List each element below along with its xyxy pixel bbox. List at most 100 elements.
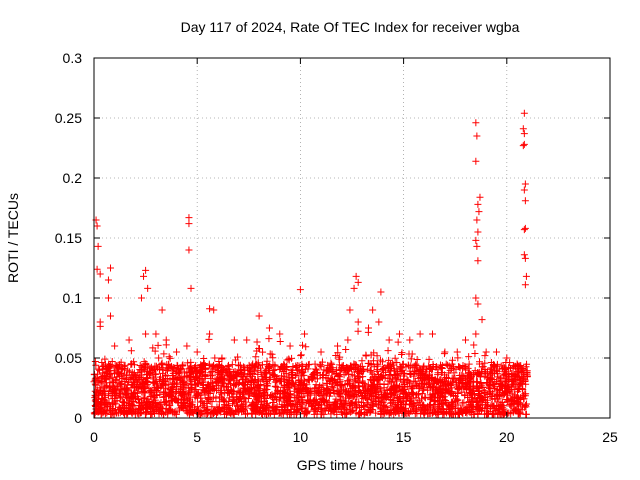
data-point [369,357,377,365]
data-point [179,361,187,369]
data-point [158,380,166,388]
data-point [458,399,466,407]
data-point [358,357,366,365]
data-point [413,362,421,370]
data-point [404,377,412,385]
data-point [230,410,238,418]
data-point-peak [317,348,325,356]
data-point [156,373,164,381]
data-point [162,408,170,416]
data-point-outlier [93,265,101,273]
data-point [327,359,335,367]
data-point [256,387,264,395]
data-point [465,369,473,377]
data-point [437,407,445,415]
data-point [116,394,124,402]
chart-title: Day 117 of 2024, Rate Of TEC Index for r… [181,19,520,35]
data-point [420,380,428,388]
data-point [262,404,270,412]
data-point [255,409,263,417]
data-point [130,378,138,386]
data-point [179,379,187,387]
data-point [265,364,273,372]
data-point-outlier [473,216,481,224]
data-point [313,366,321,374]
grid-lines [94,58,610,418]
y-axis-label: ROTI / TECUs [5,193,21,283]
data-point [125,368,133,376]
data-point [162,397,170,405]
data-point [502,382,510,390]
data-point [285,393,293,401]
data-point [354,388,362,396]
data-point-outlier [472,294,480,302]
data-point [333,410,341,418]
data-point [263,399,271,407]
data-point [320,396,328,404]
data-point [232,381,240,389]
data-point [260,404,268,412]
data-point [381,406,389,414]
data-point [290,405,298,413]
data-point [121,389,129,397]
data-point [434,390,442,398]
data-point [493,385,501,393]
data-point [236,366,244,374]
data-point [163,374,171,382]
data-point [369,377,377,385]
data-point [201,374,209,382]
data-point [303,410,311,418]
data-point [304,361,312,369]
data-point [263,382,271,390]
data-point [348,406,356,414]
data-point [522,410,530,418]
data-point [288,374,296,382]
data-point [102,379,110,387]
data-point [251,375,259,383]
data-point [194,403,202,411]
data-point [220,405,228,413]
data-point [142,404,150,412]
data-point [478,397,486,405]
data-point [115,382,123,390]
data-point [481,401,489,409]
data-point [290,394,298,402]
data-point [384,347,392,355]
data-point [304,392,312,400]
data-point [510,377,518,385]
data-point [417,374,425,382]
data-point [443,373,451,381]
data-point [405,392,413,400]
data-point [400,390,408,398]
data-point [380,380,388,388]
data-point [329,384,337,392]
data-point [126,397,134,405]
data-point [379,398,387,406]
data-point [486,370,494,378]
data-point [212,394,220,402]
data-point [335,361,343,369]
data-point [295,392,303,400]
data-point-outlier [107,264,115,272]
data-point [271,407,279,415]
data-point [508,400,516,408]
data-point [413,391,421,399]
data-point [260,390,268,398]
data-point [124,406,132,414]
data-point-peak [513,360,521,368]
data-point [117,369,125,377]
data-point-outlier [94,242,102,250]
data-point [317,401,325,409]
data-point [266,362,274,370]
data-point [489,381,497,389]
data-point [454,389,462,397]
data-point [269,354,277,362]
data-point [490,385,498,393]
data-point [350,384,358,392]
data-point [407,407,415,415]
data-point [442,360,450,368]
data-point [96,388,104,396]
data-point [367,407,375,415]
data-point-peak [334,342,342,350]
data-point [169,379,177,387]
